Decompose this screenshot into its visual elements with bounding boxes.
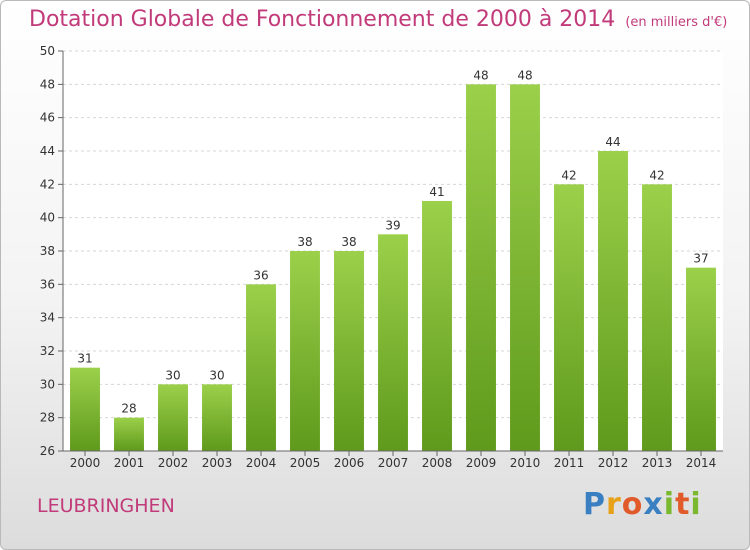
x-tick-label: 2004 [246,456,277,470]
x-tick-label: 2003 [202,456,233,470]
bar-value-label: 30 [209,368,224,382]
bar-value-label: 36 [253,268,268,282]
bar-value-label: 48 [517,68,532,82]
bar-2007 [378,234,408,451]
logo-letter: r [606,487,622,522]
y-tick-label: 48 [40,77,55,91]
x-tick-label: 2000 [70,456,101,470]
y-tick-label: 50 [40,44,55,58]
logo-letter: x [643,487,664,522]
bar-value-label: 30 [165,368,180,382]
logo-letter: t [675,487,691,522]
bar-2003 [202,384,232,451]
bar-2000 [70,367,100,451]
bar-2001 [114,417,144,451]
bar-value-label: 42 [561,168,576,182]
x-tick-label: 2014 [686,456,717,470]
y-tick-label: 40 [40,211,55,225]
x-tick-label: 2006 [334,456,365,470]
bar-2008 [422,201,452,451]
bar-2006 [334,251,364,451]
x-tick-label: 2008 [422,456,453,470]
x-tick-label: 2002 [158,456,189,470]
y-tick-label: 38 [40,244,55,258]
y-tick-label: 36 [40,277,55,291]
logo-letter: P [583,487,606,522]
chart-title: Dotation Globale de Fonctionnement de 20… [29,7,727,32]
y-tick-label: 46 [40,111,55,125]
x-tick-label: 2007 [378,456,409,470]
logo-letter: o [621,487,644,522]
logo-letter: i [663,487,676,522]
y-tick-label: 44 [40,144,55,158]
x-tick-label: 2001 [114,456,145,470]
bar-2002 [158,384,188,451]
x-tick-label: 2013 [642,456,673,470]
x-tick-label: 2011 [554,456,585,470]
bar-2011 [554,184,584,452]
x-tick-label: 2009 [466,456,497,470]
y-tick-label: 34 [40,311,55,325]
x-tick-label: 2010 [510,456,541,470]
logo-letter: i [690,487,702,522]
bar-value-label: 42 [649,168,664,182]
chart-subtitle: (en milliers d'€) [625,15,728,30]
bar-value-label: 31 [77,352,92,366]
bar-2010 [510,84,540,451]
proxiti-logo: Proxiti [583,487,702,522]
bar-2013 [642,184,672,452]
bar-value-label: 38 [297,235,312,249]
y-tick-label: 32 [40,344,55,358]
bar-value-label: 39 [385,218,400,232]
bar-2009 [466,84,496,451]
bar-value-label: 48 [473,68,488,82]
bar-value-label: 28 [121,402,136,416]
y-tick-label: 42 [40,177,55,191]
y-tick-label: 26 [40,444,55,458]
y-tick-label: 30 [40,377,55,391]
commune-name: LEUBRINGHEN [37,495,175,517]
bar-value-label: 38 [341,235,356,249]
x-tick-label: 2012 [598,456,629,470]
x-tick-label: 2005 [290,456,321,470]
bar-value-label: 44 [605,135,620,149]
chart-title-text: Dotation Globale de Fonctionnement de 20… [29,7,616,32]
bar-2014 [686,267,716,451]
bar-2012 [598,151,628,451]
bar-2005 [290,251,320,451]
y-tick-label: 28 [40,411,55,425]
bar-2004 [246,284,276,451]
bar-value-label: 41 [429,185,444,199]
bar-value-label: 37 [693,252,708,266]
